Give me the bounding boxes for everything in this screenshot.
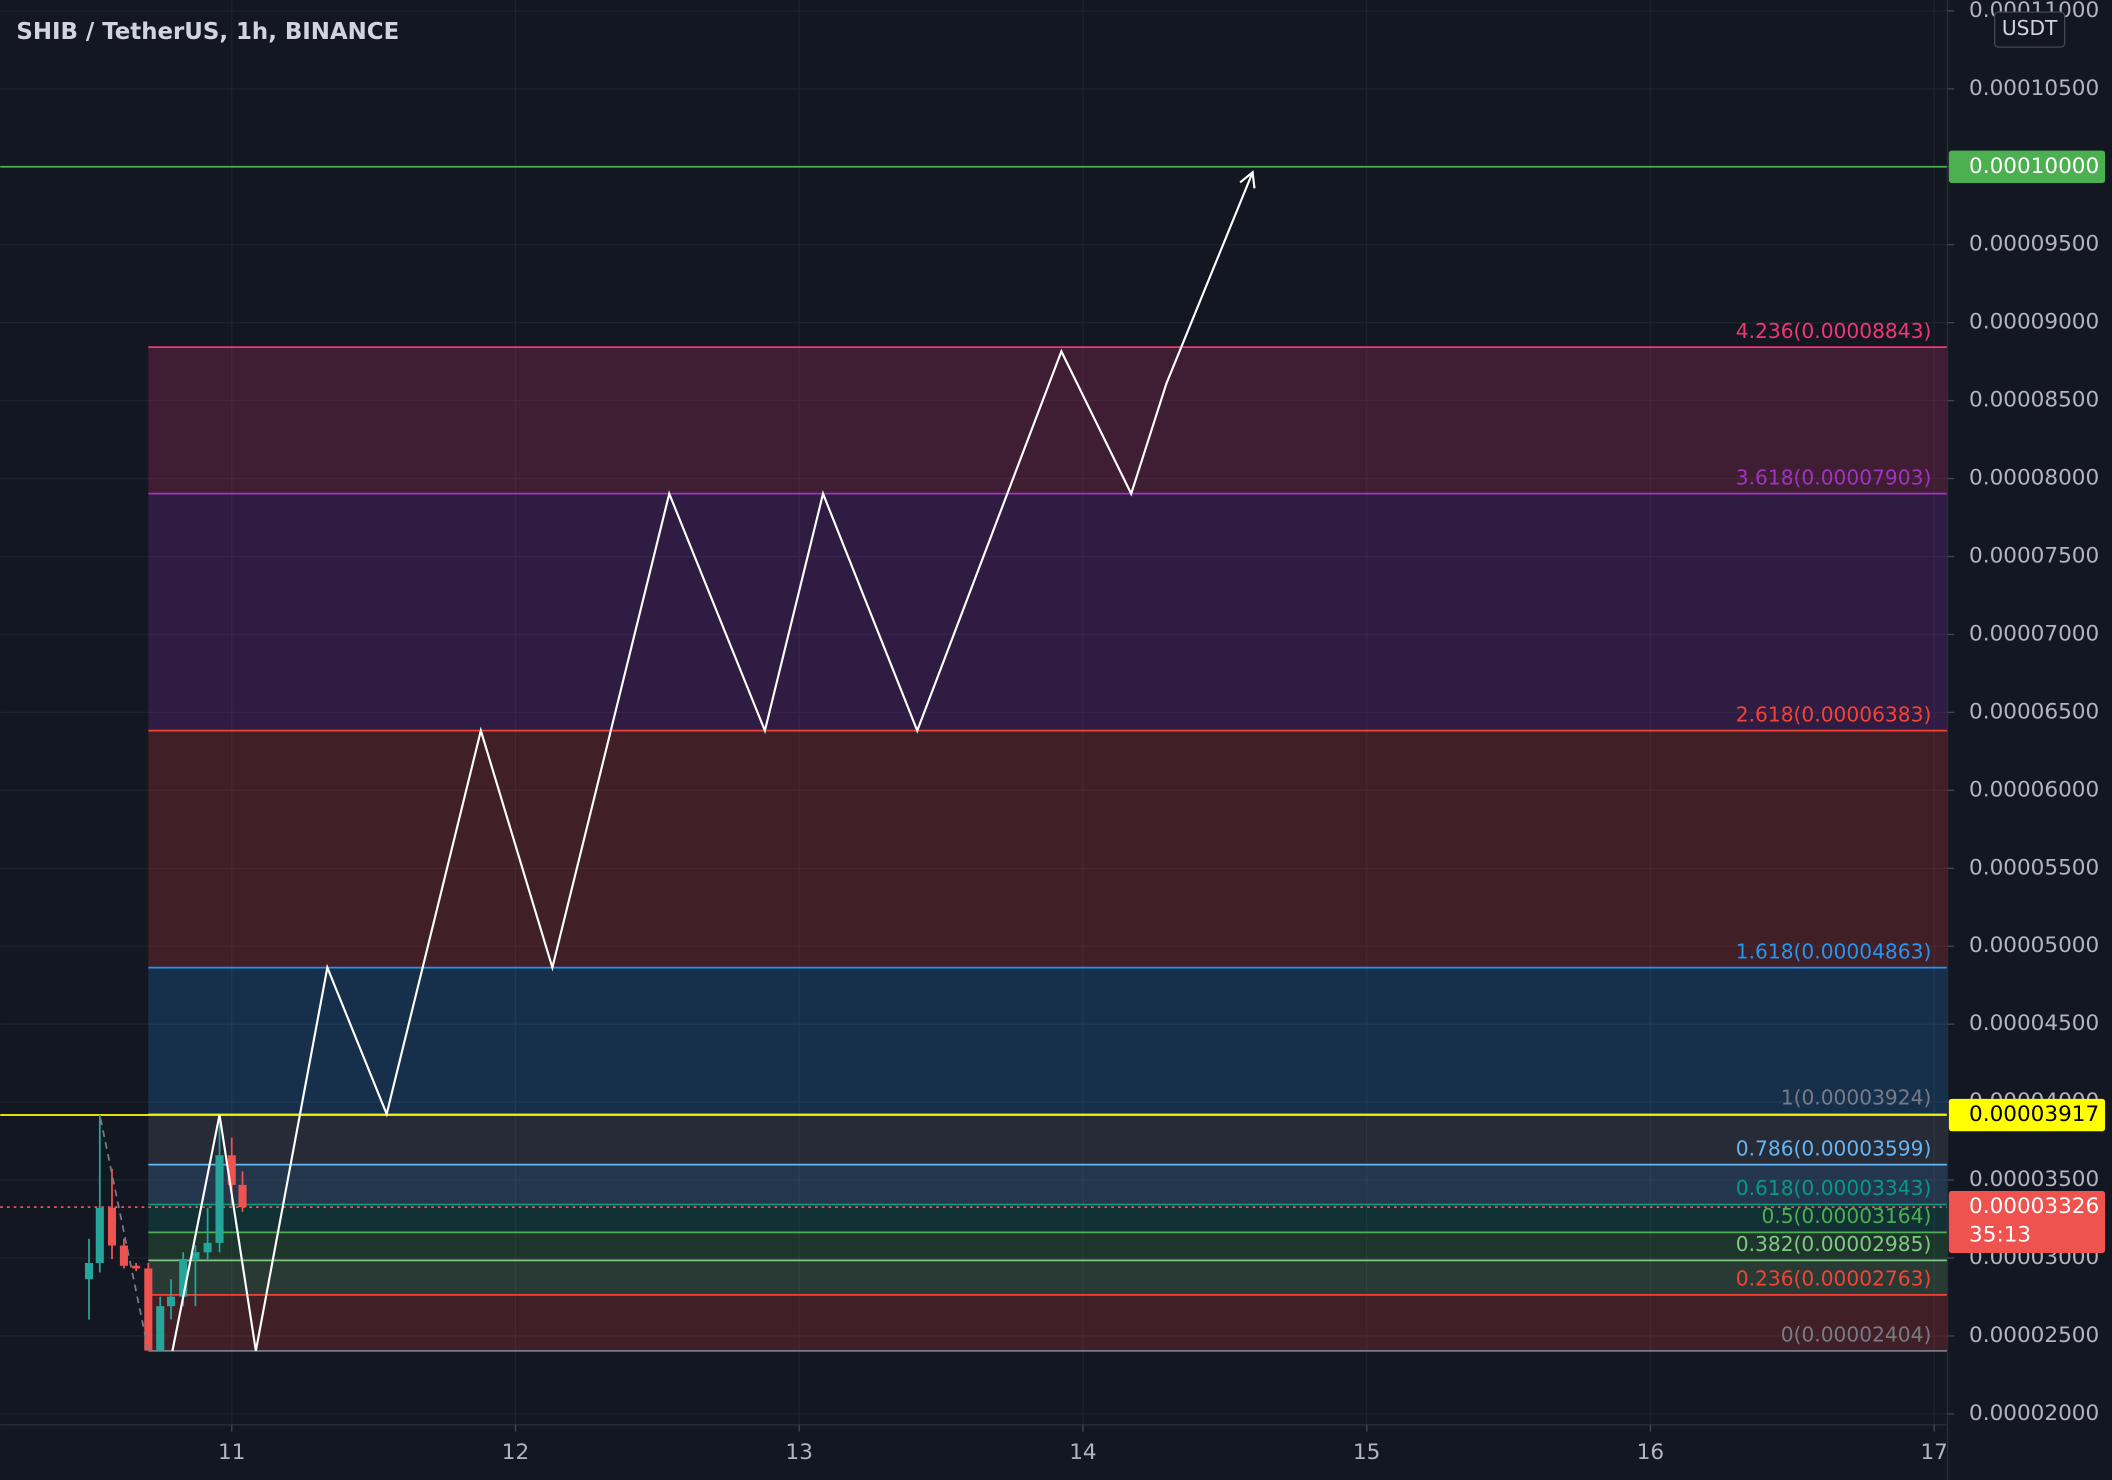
x-tick-label: 13 <box>786 1440 813 1465</box>
projection-path <box>171 171 1254 1352</box>
currency-box[interactable] <box>1993 11 2066 48</box>
y-tick-label: 0.00009500 <box>1969 232 2099 257</box>
plot: 4.236(0.00008843) 3.618(0.00007903) 2.618(… <box>0 165 1948 1352</box>
fib-band <box>148 1294 1948 1351</box>
chart-title: SHIB / TetherUS, 1h, BINANCE <box>16 19 399 45</box>
candle-body <box>166 1296 176 1307</box>
fib-label: 1.618(0.00004863) <box>1736 939 1932 963</box>
y-tick-label: 0.00005000 <box>1969 933 2099 958</box>
y-tick-label: 0.00009000 <box>1969 310 2099 335</box>
fib-anchor <box>98 1114 150 1351</box>
candle-body <box>203 1242 212 1253</box>
fib-label: 0(0.00002404) <box>1781 1323 1932 1347</box>
x-tick-label: 11 <box>218 1440 245 1465</box>
x-tick-label: 17 <box>1920 1440 1947 1465</box>
candle-body <box>119 1245 128 1266</box>
y-tick-label: 0.00006500 <box>1969 699 2099 724</box>
fib-label: 0.5(0.00003164) <box>1761 1204 1931 1228</box>
currency-label: USDT <box>2002 16 2058 40</box>
fib-label: 3.618(0.00007903) <box>1736 465 1932 489</box>
x-tick-label: 12 <box>502 1440 529 1465</box>
candle-body <box>238 1184 247 1208</box>
candle-body <box>215 1155 224 1243</box>
candle-body <box>144 1268 153 1351</box>
y-tick-label: 0.00008000 <box>1969 466 2099 491</box>
price-tag-label: 0.00003326 <box>1969 1194 2099 1219</box>
y-tick-label: 0.00008500 <box>1969 388 2099 413</box>
candle-body <box>179 1259 188 1297</box>
candle-body <box>84 1262 94 1280</box>
price-tag <box>1948 1191 2106 1253</box>
countdown: 35:13 <box>1969 1222 2031 1247</box>
price-tag <box>1948 1098 2106 1132</box>
candle-body <box>227 1155 236 1185</box>
fib-band <box>148 1232 1948 1261</box>
candle-body <box>191 1252 200 1260</box>
fib-band <box>148 967 1948 1114</box>
fib-band <box>148 1164 1948 1205</box>
candle-body <box>95 1207 104 1263</box>
axes: 0.000020000.000025000.000030000.00003500… <box>218 0 2106 1465</box>
y-tick-label: 0.00003500 <box>1969 1167 2099 1192</box>
fib-band <box>148 730 1948 968</box>
candle-body <box>156 1306 165 1351</box>
y-tick-label: 0.00004500 <box>1969 1011 2099 1036</box>
fib-band <box>148 1113 1948 1165</box>
y-tick-label: 0.00007500 <box>1969 544 2099 569</box>
candle-body <box>107 1207 117 1246</box>
fib-label: 1(0.00003924) <box>1781 1086 1932 1110</box>
y-tick-label: 0.00010500 <box>1969 76 2099 101</box>
x-tick-label: 15 <box>1353 1440 1380 1465</box>
price-tag <box>1948 150 2106 183</box>
fib-band <box>148 1260 1948 1295</box>
fib-label: 4.236(0.00008843) <box>1736 319 1932 343</box>
fib-label: 0.618(0.00003343) <box>1736 1176 1932 1200</box>
y-tick-label: 0.00005500 <box>1969 855 2099 880</box>
fib-band <box>148 347 1948 494</box>
fib-label: 0.236(0.00002763) <box>1736 1267 1932 1291</box>
fib-band <box>148 1204 1948 1233</box>
price-tag-label: 0.00003917 <box>1969 1102 2099 1127</box>
fib-band <box>148 493 1948 731</box>
x-tick-label: 16 <box>1637 1440 1664 1465</box>
y-tick-label: 0.00007000 <box>1969 621 2099 646</box>
fib-label: 0.382(0.00002985) <box>1736 1232 1932 1256</box>
fib-label: 0.786(0.00003599) <box>1736 1136 1932 1160</box>
y-tick-label: 0.00002000 <box>1969 1401 2099 1426</box>
y-tick-label: 0.00002500 <box>1969 1323 2099 1348</box>
price-tag-label: 0.00010000 <box>1969 154 2099 179</box>
fib-label: 2.618(0.00006383) <box>1736 702 1932 726</box>
projection-arrowhead <box>1239 170 1256 189</box>
x-tick-label: 14 <box>1069 1440 1096 1465</box>
candle-body <box>132 1265 141 1269</box>
y-tick-label: 0.00006000 <box>1969 777 2099 802</box>
